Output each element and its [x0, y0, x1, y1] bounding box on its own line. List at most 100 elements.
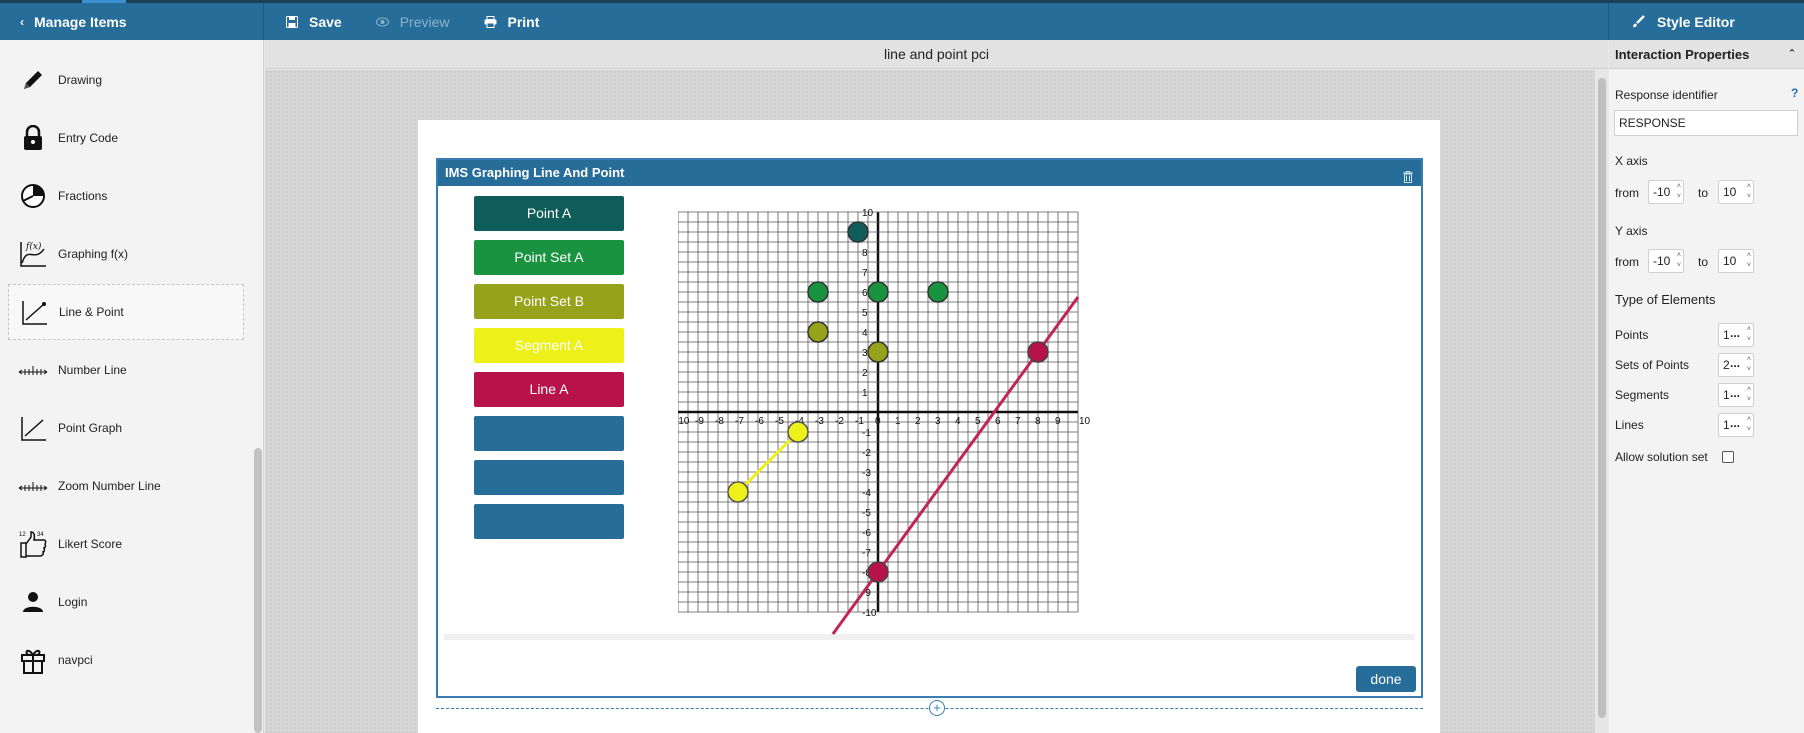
points-stepper[interactable]: 1 ˄ ˅ — [1718, 323, 1754, 347]
stepper-arrows-icon[interactable]: ˄ ˅ — [1676, 183, 1681, 200]
number-line-icon — [18, 355, 48, 385]
segment-a — [736, 430, 800, 494]
sets-of-points-stepper[interactable]: 2 ˄ ˅ — [1718, 353, 1754, 377]
x-to-stepper[interactable]: 10 ˄ ˅ — [1718, 180, 1754, 204]
y-tick-label: 6 — [862, 288, 868, 299]
add-element-icon[interactable]: + — [929, 700, 945, 716]
widget-header: IMS Graphing Line And Point — [438, 160, 1421, 186]
segment-a-button[interactable]: Segment A — [474, 328, 624, 363]
y-to-label: to — [1698, 255, 1709, 269]
x-tick-label: 0 — [875, 416, 881, 427]
preview-button[interactable]: Preview — [375, 14, 450, 30]
sidebar-item-drawing[interactable]: Drawing — [8, 52, 244, 108]
pencil-icon — [18, 65, 48, 95]
coordinate-graph[interactable]: -10-9-8-7-6-5-4-3-2-1012345678910-10-9-8… — [678, 192, 1098, 638]
sidebar-item-entry-code[interactable]: Entry Code — [8, 110, 244, 166]
allow-solution-checkbox[interactable] — [1722, 451, 1734, 463]
svg-text:34: 34 — [37, 532, 44, 538]
lock-icon — [18, 123, 48, 153]
manage-items-label: Manage Items — [34, 13, 127, 30]
toolbar: Save Preview Print — [264, 3, 539, 40]
pie-icon — [18, 181, 48, 211]
point-a-button[interactable]: Point A — [474, 196, 624, 231]
sidebar-item-zoom-number-line[interactable]: Zoom Number Line — [8, 458, 244, 514]
thumbs-up-icon: 12 34 — [18, 529, 48, 559]
stepper-arrows-icon[interactable]: ˄ ˅ — [1746, 183, 1751, 200]
y-tick-label: 3 — [862, 348, 868, 359]
point-graph-icon — [18, 413, 48, 443]
done-button[interactable]: done — [1356, 666, 1416, 692]
help-icon[interactable]: ? — [1791, 86, 1799, 100]
style-editor-button[interactable]: Style Editor — [1608, 3, 1804, 40]
x-tick-label: -3 — [815, 416, 824, 427]
line-point — [867, 561, 889, 583]
graph-point — [807, 321, 829, 343]
points-label: Points — [1615, 328, 1649, 342]
sidebar-item-line-point[interactable]: Line & Point — [8, 284, 244, 340]
stepper-arrows-icon[interactable]: ˄ ˅ — [1746, 326, 1751, 343]
x-tick-label: -1 — [855, 416, 864, 427]
graph-point — [867, 341, 889, 363]
trash-icon[interactable] — [1403, 166, 1413, 192]
y-axis-label: Y axis — [1615, 224, 1648, 238]
y-from-stepper[interactable]: -10 ˄ ˅ — [1648, 249, 1684, 273]
y-tick-label: -3 — [862, 468, 871, 479]
y-tick-label: 1 — [862, 388, 868, 399]
response-identifier-input[interactable]: RESPONSE — [1614, 110, 1798, 136]
sidebar-item-point-graph[interactable]: Point Graph — [8, 400, 244, 456]
sets-more-button[interactable]: ... — [1730, 356, 1741, 370]
empty-tool-button-1[interactable] — [474, 416, 624, 451]
x-tick-label: 5 — [975, 416, 981, 427]
manage-items-button[interactable]: ‹ Manage Items — [0, 0, 264, 40]
y-tick-label: -9 — [862, 588, 871, 599]
sidebar-item-graphing-fx[interactable]: f(x) Graphing f(x) — [8, 226, 244, 282]
y-tick-label: 10 — [862, 208, 874, 219]
line-point-icon — [19, 297, 49, 327]
x-tick-label: 8 — [1035, 416, 1041, 427]
x-tick-label: 3 — [935, 416, 941, 427]
sidebar-item-login[interactable]: Login — [8, 574, 244, 630]
type-of-elements-label: Type of Elements — [1615, 292, 1716, 307]
x-tick-label: 2 — [915, 416, 921, 427]
sidebar-scrollbar[interactable] — [254, 448, 262, 733]
lines-more-button[interactable]: ... — [1730, 416, 1741, 430]
x-tick-label: -2 — [835, 416, 844, 427]
stepper-arrows-icon[interactable]: ˄ ˅ — [1746, 252, 1751, 269]
x-tick-label: 10 — [1079, 416, 1091, 427]
line-a-button[interactable]: Line A — [474, 372, 624, 407]
sidebar-item-navpci[interactable]: navpci — [8, 632, 244, 688]
points-more-button[interactable]: ... — [1730, 326, 1741, 340]
y-tick-label: -2 — [862, 448, 871, 459]
x-tick-label: 6 — [995, 416, 1001, 427]
widget-body: Point A Point Set A Point Set B Segment … — [444, 192, 1415, 640]
point-set-b-button[interactable]: Point Set B — [474, 284, 624, 319]
empty-tool-button-3[interactable] — [474, 504, 624, 539]
sidebar-item-fractions[interactable]: Fractions — [8, 168, 244, 224]
top-bar: ‹ Manage Items Save Preview Print Style … — [0, 0, 1804, 40]
x-tick-label: -10 — [678, 416, 690, 427]
x-from-stepper[interactable]: -10 ˄ ˅ — [1648, 180, 1684, 204]
save-button[interactable]: Save — [286, 14, 342, 30]
sidebar-item-number-line[interactable]: Number Line — [8, 342, 244, 398]
empty-tool-button-2[interactable] — [474, 460, 624, 495]
interaction-properties-header[interactable]: Interaction Properties ˆ — [1609, 40, 1804, 69]
x-to-label: to — [1698, 186, 1709, 200]
main-scrollbar[interactable] — [1596, 70, 1608, 733]
lines-stepper[interactable]: 1 ˄ ˅ — [1718, 413, 1754, 437]
segments-stepper[interactable]: 1 ˄ ˅ — [1718, 383, 1754, 407]
y-tick-label: -7 — [862, 548, 871, 559]
y-tick-label: -5 — [862, 508, 871, 519]
graphing-widget: IMS Graphing Line And Point Point A Poin… — [436, 158, 1423, 698]
segments-label: Segments — [1615, 388, 1670, 402]
point-set-a-button[interactable]: Point Set A — [474, 240, 624, 275]
stepper-arrows-icon[interactable]: ˄ ˅ — [1746, 356, 1751, 373]
stepper-arrows-icon[interactable]: ˄ ˅ — [1676, 252, 1681, 269]
y-tick-label: -10 — [862, 608, 877, 619]
sidebar-item-likert-score[interactable]: 12 34 Likert Score — [8, 516, 244, 572]
segments-more-button[interactable]: ... — [1730, 386, 1741, 400]
stepper-arrows-icon[interactable]: ˄ ˅ — [1746, 386, 1751, 403]
main-scrollbar-thumb[interactable] — [1598, 78, 1606, 718]
y-to-stepper[interactable]: 10 ˄ ˅ — [1718, 249, 1754, 273]
print-button[interactable]: Print — [484, 14, 539, 30]
stepper-arrows-icon[interactable]: ˄ ˅ — [1746, 416, 1751, 433]
